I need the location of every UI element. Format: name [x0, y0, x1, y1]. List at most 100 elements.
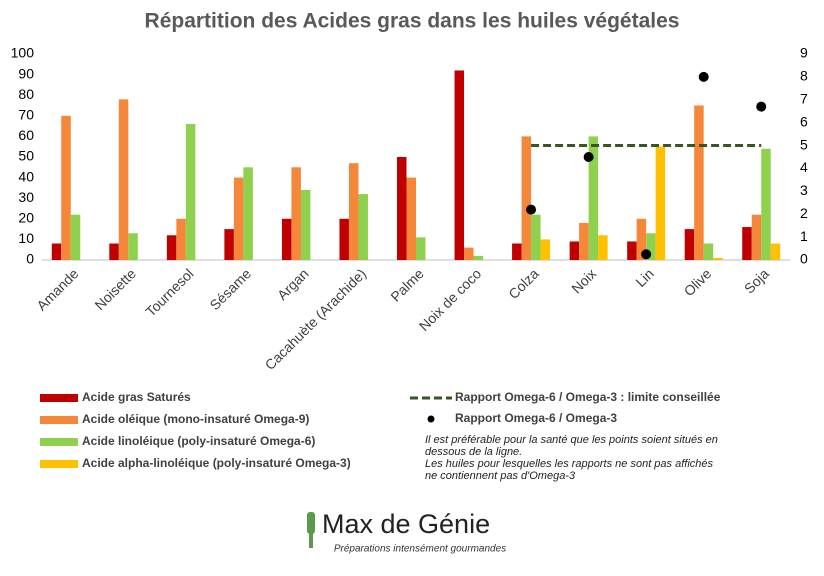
x-tick-label: Argan	[274, 265, 312, 303]
bar	[598, 235, 608, 260]
legend-dot	[427, 415, 435, 423]
bar	[233, 177, 244, 260]
x-tick-label: Noisette	[91, 265, 139, 313]
x-tick-label: Sésame	[206, 265, 254, 313]
y-tick-label: 10	[18, 230, 34, 246]
bar	[540, 239, 551, 260]
bar	[512, 243, 522, 260]
bar	[588, 136, 599, 260]
brand-name: Max de Génie	[322, 509, 490, 539]
bar	[51, 243, 62, 260]
bar	[185, 124, 196, 260]
bar	[569, 241, 580, 260]
x-tick-label: Lin	[632, 265, 657, 290]
y2-tick-label: 3	[800, 182, 808, 198]
y2-tick-label: 7	[800, 90, 808, 106]
legend-label: Acide gras Saturés	[82, 390, 191, 404]
bar	[761, 148, 771, 260]
legend-label: Acide linoléique (poly-insaturé Omega-6)	[82, 434, 315, 448]
y2-tick-label: 2	[800, 205, 808, 221]
legend-label: Rapport Omega-6 / Omega-3 : limite conse…	[455, 390, 721, 404]
bar	[579, 222, 589, 260]
bar	[291, 167, 301, 260]
y2-tick-label: 6	[800, 113, 808, 129]
x-tick-label: Soja	[741, 265, 772, 296]
bar	[627, 241, 637, 260]
bar	[694, 105, 704, 260]
bar	[224, 229, 234, 260]
y2-tick-label: 4	[800, 159, 808, 175]
bar	[109, 243, 119, 260]
y-tick-label: 40	[18, 168, 34, 184]
bar	[713, 257, 723, 260]
bar	[655, 146, 666, 260]
ratio-point	[583, 152, 594, 162]
bar	[464, 247, 474, 260]
bar	[128, 233, 138, 260]
bar	[358, 194, 368, 260]
bar	[70, 214, 81, 260]
bar	[397, 157, 407, 260]
y2-tick-label: 0	[800, 251, 808, 267]
bar	[751, 214, 762, 260]
note: ne contiennent pas d'Omega-3	[425, 470, 576, 482]
x-tick-label: Cacahuète (Arachide)	[262, 265, 370, 373]
ratio-point	[641, 249, 652, 260]
legend-swatch	[40, 394, 78, 402]
y-tick-label: 80	[18, 86, 34, 102]
x-tick-label: Tournesol	[142, 265, 196, 319]
y-tick-label: 50	[18, 148, 34, 164]
note: dessous de la ligne.	[425, 446, 522, 458]
bar	[646, 233, 656, 260]
legend-label: Rapport Omega-6 / Omega-3	[455, 411, 617, 425]
y-tick-label: 30	[18, 189, 34, 205]
bar	[454, 70, 465, 260]
bar	[281, 218, 292, 260]
bar	[243, 167, 253, 260]
bar	[703, 243, 714, 260]
y-tick-label: 60	[18, 127, 34, 143]
x-tick-label: Noix	[568, 265, 599, 296]
brand-logo	[307, 512, 315, 548]
legend-label: Acide oléique (mono-insaturé Omega-9)	[82, 412, 309, 426]
y-tick-label: 0	[26, 251, 34, 267]
ratio-point	[698, 71, 709, 82]
note: Les huiles pour lesquelles les rapports …	[425, 458, 714, 470]
bar	[118, 99, 129, 260]
x-tick-label: Amande	[33, 265, 81, 313]
bar	[61, 115, 71, 260]
bar	[531, 214, 541, 260]
note: Il est préférable pour la santé que les …	[425, 434, 718, 446]
legend-swatch	[40, 460, 78, 468]
y2-tick-label: 8	[800, 68, 808, 84]
bar	[300, 189, 311, 260]
bar	[684, 229, 695, 260]
ratio-point	[526, 204, 537, 215]
ratio-point	[756, 101, 767, 112]
legend-swatch	[40, 416, 78, 424]
y2-tick-label: 5	[800, 136, 808, 152]
bar	[742, 227, 752, 260]
legend-swatch	[40, 438, 78, 446]
brand-tagline: Préparations intensément gourmandes	[334, 544, 506, 555]
y2-tick-label: 9	[800, 45, 808, 61]
bar	[770, 243, 781, 260]
chart-title: Répartition des Acides gras dans les hui…	[145, 10, 680, 33]
bar	[166, 235, 177, 260]
y-tick-label: 90	[18, 65, 34, 81]
legend-label: Acide alpha-linoléique (poly-insaturé Om…	[82, 456, 351, 470]
bar	[339, 218, 349, 260]
x-tick-label: Colza	[505, 265, 542, 302]
y2-tick-label: 1	[800, 228, 808, 244]
bar	[176, 218, 186, 260]
x-tick-label: Palme	[387, 265, 427, 305]
bar	[473, 255, 484, 260]
x-tick-label: Olive	[681, 265, 715, 299]
bar	[636, 218, 647, 260]
y-tick-label: 70	[18, 107, 34, 123]
bar	[406, 177, 416, 260]
bar	[416, 237, 426, 260]
y-tick-label: 20	[18, 210, 34, 226]
bar	[348, 163, 359, 260]
